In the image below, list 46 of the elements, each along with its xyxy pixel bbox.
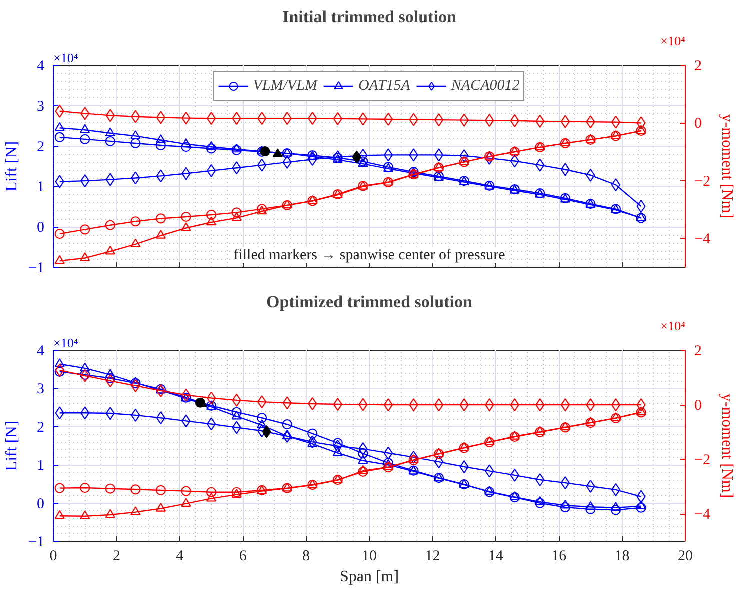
y-tick-label: 3	[37, 382, 44, 398]
x-tick-label: 16	[552, 548, 568, 564]
y-tick-label: 4	[37, 344, 45, 360]
x-tick-label: 20	[678, 548, 693, 564]
x-tick-label: 18	[614, 548, 630, 564]
x-axis-title: Span [m]	[340, 568, 400, 586]
chart-title: Initial trimmed solution	[282, 8, 457, 26]
y2-tick-label: −2	[694, 452, 710, 469]
x-tick-label: 14	[488, 548, 504, 564]
annotation: ×10⁴	[54, 336, 79, 350]
x-tick-label: 12	[425, 548, 440, 564]
y-axis-title: Lift [N]	[4, 141, 21, 192]
y-tick-label: 1	[37, 180, 44, 196]
x-tick-label: 10	[362, 548, 377, 564]
annotation: ×10⁴	[54, 50, 79, 66]
legend-label: NACA0012	[451, 78, 520, 94]
y-tick-label: 0	[37, 496, 44, 512]
y-tick-label: 1	[37, 458, 44, 474]
x-tick-label: 8	[302, 548, 310, 564]
x-tick-label: 2	[112, 548, 120, 564]
y2-tick-label: −4	[694, 507, 711, 524]
text: ×10⁴	[660, 318, 686, 334]
y-tick-label: −1	[28, 260, 45, 276]
y-tick-label: −1	[28, 534, 45, 550]
y-tick-label: 4	[37, 58, 45, 74]
y-tick-label: 3	[37, 98, 44, 115]
y-tick-label: 2	[37, 420, 44, 436]
x-tick-label: 0	[50, 548, 58, 564]
y2-axis-title: y-moment [Nm]	[718, 114, 736, 219]
y2-tick-label: −4	[694, 232, 711, 248]
y-tick-label: 2	[37, 139, 44, 156]
y2-tick-label: 0	[694, 116, 702, 132]
chart-title: Optimized trimmed solution	[266, 292, 473, 312]
x-tick-label: 4	[176, 548, 184, 564]
legend-label: OAT15A	[358, 78, 410, 94]
legend-label: VLM/VLM	[253, 78, 318, 94]
y2-axis-title: y-moment [Nm]	[718, 394, 736, 498]
text: ×10⁴	[660, 34, 686, 48]
y-axis-title: Lift [N]	[4, 420, 21, 472]
y-tick-label: 0	[37, 220, 44, 236]
y2-tick-label: −2	[694, 174, 710, 190]
x-tick-label: 6	[239, 548, 248, 564]
y2-tick-label: 2	[694, 344, 702, 360]
y2-tick-label: 2	[694, 58, 702, 74]
y2-tick-label: 0	[694, 398, 702, 414]
annotation: filled markers → spanwise center of pressure	[234, 247, 506, 264]
